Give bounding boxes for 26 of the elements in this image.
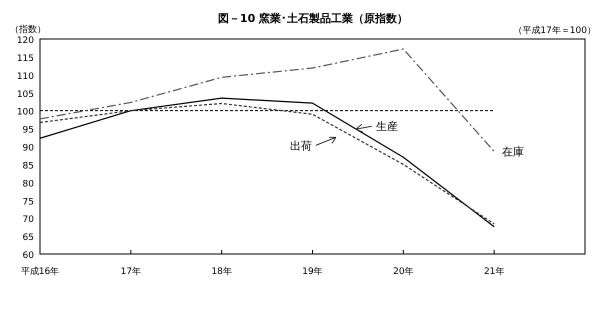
y-tick-label: 80: [22, 179, 34, 190]
text: 出荷: [290, 139, 312, 152]
y-axis-title: （指数）: [10, 24, 46, 35]
y-tick-label: 115: [16, 54, 34, 64]
y-tick-label: 75: [22, 197, 34, 208]
x-tick-label: 18年: [211, 266, 232, 277]
x-tick-label: 17年: [120, 266, 142, 277]
y-tick-label: 100: [16, 108, 34, 118]
series-label: 在庫: [502, 146, 524, 159]
y-tick-label: 95: [22, 126, 34, 136]
y-tick-label: 85: [22, 161, 34, 172]
x-tick-label: 平成16年: [20, 266, 60, 277]
chart-title: 図－10 窯業･土石製品工業（原指数）: [218, 12, 408, 25]
series-label: 生産: [376, 120, 398, 134]
y-tick-label: 90: [22, 144, 34, 154]
y-tick-label: 60: [22, 251, 34, 261]
line-series: [39, 48, 495, 152]
text: （平成17年＝100）: [513, 25, 596, 36]
y-tick-label: 110: [16, 72, 34, 82]
y-tick-label: 70: [22, 215, 34, 226]
x-tick-label: 21年: [484, 266, 504, 277]
x-tick-label: 19年: [302, 266, 323, 277]
x-tick-label: 20年: [393, 266, 414, 277]
y-tick-label: 65: [22, 233, 34, 244]
y-tick-label: 120: [16, 36, 34, 46]
y-tick-label: 105: [16, 90, 34, 100]
